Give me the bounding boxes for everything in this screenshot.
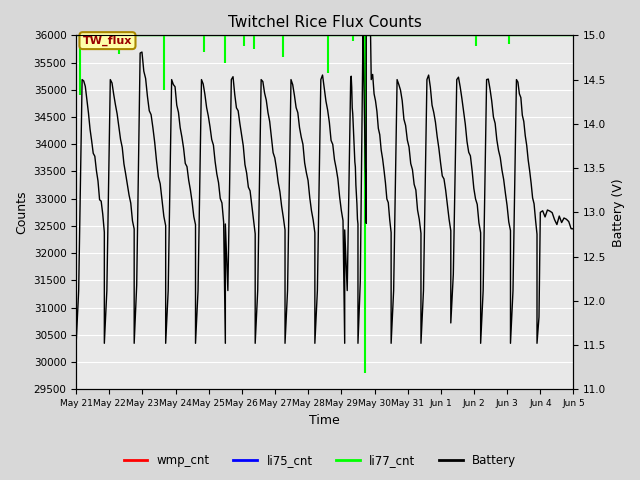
Text: TW_flux: TW_flux (83, 36, 132, 46)
Title: Twitchel Rice Flux Counts: Twitchel Rice Flux Counts (228, 15, 422, 30)
Y-axis label: Counts: Counts (15, 191, 28, 234)
Y-axis label: Battery (V): Battery (V) (612, 178, 625, 247)
X-axis label: Time: Time (309, 414, 340, 427)
Legend: wmp_cnt, li75_cnt, li77_cnt, Battery: wmp_cnt, li75_cnt, li77_cnt, Battery (119, 449, 521, 472)
